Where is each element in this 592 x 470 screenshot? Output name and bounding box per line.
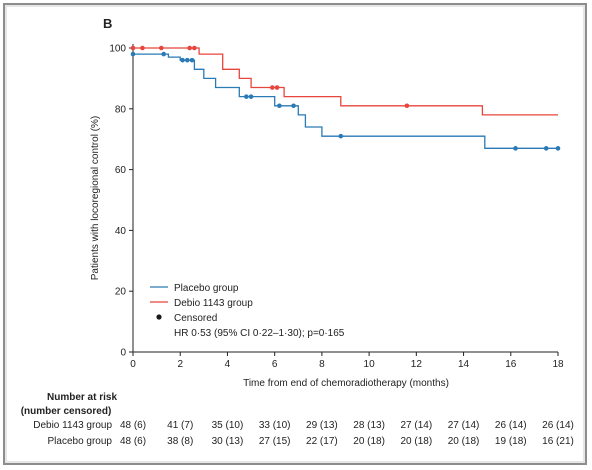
hazard-ratio-text: HR 0·53 (95% CI 0·22–1·30); p=0·165 [174, 328, 345, 339]
risk-cell: 26 (14) [495, 420, 527, 431]
censored-point-placebo-group [248, 94, 254, 99]
censored-point-debio-1143-group [187, 45, 192, 51]
censored-point-placebo-group [513, 146, 518, 151]
risk-cell: 41 (7) [167, 420, 193, 431]
censored-point-debio-1143-group [130, 45, 136, 51]
risk-cell: 27 (14) [448, 420, 480, 431]
y-axis-label: Patients with locoregional control (%) [90, 116, 101, 281]
risk-cell: 30 (13) [212, 436, 244, 447]
censored-point-debio-1143-group [159, 45, 164, 51]
censored-point-debio-1143-group [192, 45, 197, 51]
censored-point-debio-1143-group [270, 85, 275, 90]
y-ticks: 0 20 40 60 80 100 [109, 44, 133, 359]
censored-point-placebo-group [189, 57, 195, 63]
risk-cell: 35 (10) [212, 420, 244, 431]
censored-point-placebo-group [555, 146, 561, 151]
risk-cell: 19 (18) [495, 436, 527, 447]
series-line-placebo-group [133, 53, 558, 149]
censored-point-placebo-group [543, 146, 549, 151]
risk-cell: 27 (15) [259, 436, 291, 447]
risk-cell: 29 (13) [306, 420, 338, 431]
risk-cell: 20 (18) [353, 436, 385, 447]
censored-point-debio-1143-group [404, 103, 410, 109]
risk-row-label: Placebo group [48, 436, 113, 447]
x-tick-label: 4 [225, 359, 231, 370]
legend-item-placebo: Placebo group [174, 283, 239, 294]
figure-frame [3, 3, 587, 465]
y-tick-label: 60 [115, 165, 127, 176]
x-ticks: 0 2 4 6 8 10 12 14 16 18 [130, 352, 564, 370]
risk-cell: 27 (14) [400, 420, 432, 431]
risk-table-subheader: (number censored) [21, 406, 112, 417]
y-tick-label: 20 [115, 287, 127, 298]
risk-cell: 33 (10) [259, 420, 291, 431]
risk-cell: 20 (18) [448, 436, 480, 447]
legend-item-censored: Censored [174, 313, 217, 324]
legend-censored-marker [156, 314, 162, 320]
y-tick-label: 100 [109, 44, 126, 55]
censored-point-placebo-group [180, 57, 185, 63]
risk-cell: 26 (14) [542, 420, 574, 431]
risk-table: Debio 1143 group 48 (6) 41 (7) 35 (10) 33 (1… [33, 420, 574, 447]
risk-cell: 20 (18) [400, 436, 432, 447]
risk-cell: 22 (17) [306, 436, 338, 447]
series-line-debio-1143-group [133, 47, 558, 116]
legend-item-debio: Debio 1143 group [174, 298, 253, 309]
x-tick-label: 12 [411, 359, 423, 370]
legend: Placebo group Debio 1143 group Censored … [150, 283, 345, 339]
risk-cell: 38 (8) [167, 436, 193, 447]
x-tick-label: 8 [319, 359, 325, 370]
risk-cell: 28 (13) [353, 420, 385, 431]
panel-label: B [103, 16, 112, 31]
censored-point-placebo-group [161, 51, 166, 57]
x-axis-label: Time from end of chemoradiotherapy (mont… [243, 378, 449, 389]
y-tick-label: 0 [120, 348, 126, 359]
x-tick-label: 10 [364, 359, 376, 370]
x-tick-label: 14 [458, 359, 470, 370]
x-tick-label: 6 [272, 359, 278, 370]
risk-cell: 48 (6) [120, 436, 146, 447]
censored-point-placebo-group [244, 94, 249, 99]
risk-table-header: Number at risk [47, 392, 117, 403]
censored-point-placebo-group [130, 51, 136, 57]
x-tick-label: 18 [552, 359, 564, 370]
x-tick-label: 0 [130, 359, 136, 370]
risk-cell: 48 (6) [120, 420, 146, 431]
survival-curves [130, 45, 561, 151]
x-tick-label: 16 [505, 359, 517, 370]
y-tick-label: 80 [115, 104, 127, 115]
censored-point-placebo-group [185, 57, 190, 63]
x-tick-label: 2 [177, 359, 183, 370]
censored-point-placebo-group [338, 133, 344, 139]
censored-point-placebo-group [277, 103, 282, 109]
censored-point-debio-1143-group [274, 85, 280, 90]
y-tick-label: 40 [115, 226, 127, 237]
risk-cell: 16 (21) [542, 436, 574, 447]
censored-point-debio-1143-group [140, 45, 145, 51]
censored-point-placebo-group [291, 103, 296, 109]
risk-row-label: Debio 1143 group [33, 420, 112, 431]
